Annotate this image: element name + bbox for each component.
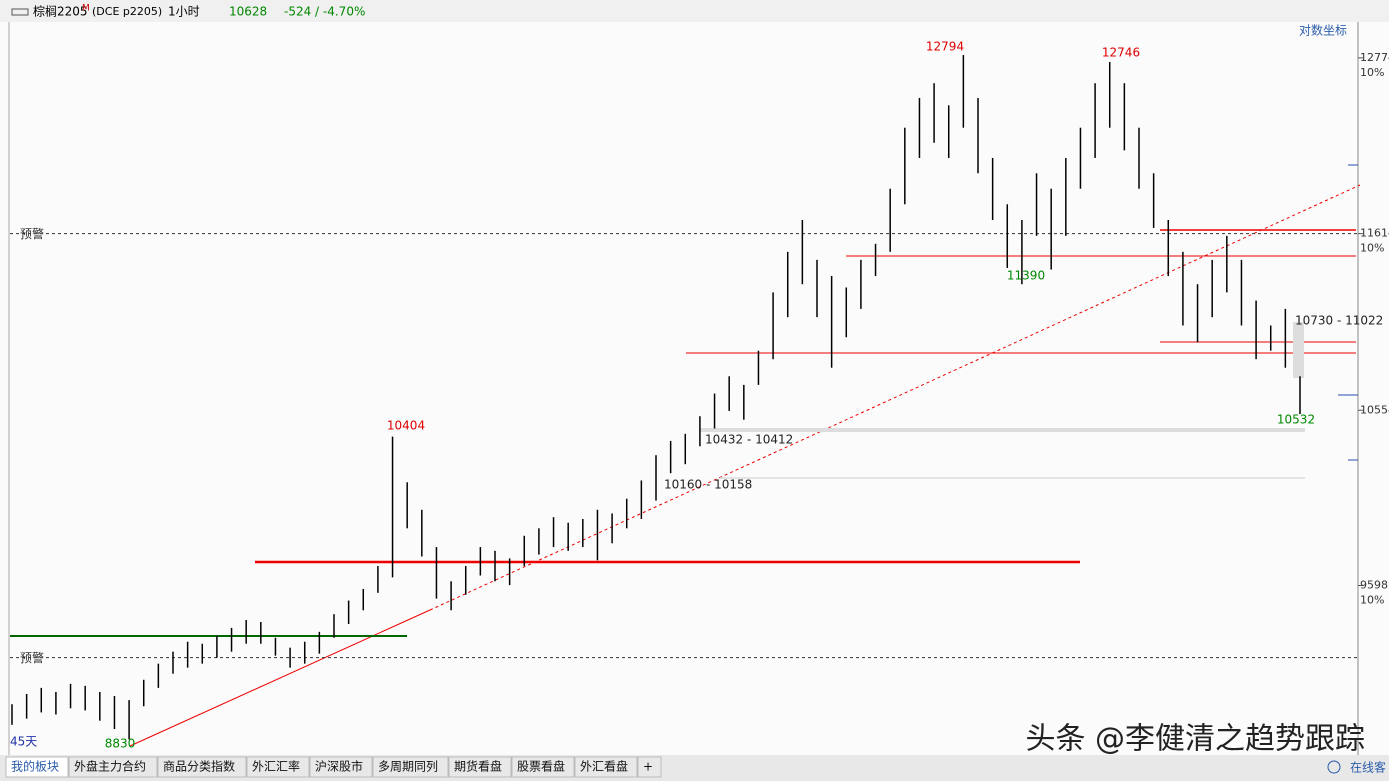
annotation: 8830 xyxy=(105,737,136,751)
annotation: 12794 xyxy=(926,40,964,54)
tab-label[interactable]: 沪深股市 xyxy=(315,759,363,774)
tab-label[interactable]: 外盘主力合约 xyxy=(74,759,146,774)
annotation: 10730 - 11022 xyxy=(1295,314,1383,328)
watermark: 头条 @李健清之趋势跟踪 xyxy=(1025,722,1365,757)
gap-zone xyxy=(1293,322,1304,378)
tab[interactable] xyxy=(448,756,512,778)
annotation: 45天 xyxy=(10,735,37,749)
tab[interactable] xyxy=(372,756,449,778)
tab-label[interactable]: 我的板块 xyxy=(11,759,59,774)
last-price: 10628 xyxy=(229,5,267,19)
tab[interactable] xyxy=(68,756,158,778)
y-tick-note: 10% xyxy=(1360,593,1384,606)
tab[interactable] xyxy=(511,756,575,778)
tab-label[interactable]: + xyxy=(643,760,653,774)
annotation: 10404 xyxy=(387,419,425,433)
annotation: 12746 xyxy=(1102,46,1140,60)
y-tick-label: 12774 xyxy=(1360,51,1389,64)
trend-line-extension xyxy=(429,184,1361,611)
status[interactable]: 在线客 xyxy=(1350,760,1386,775)
chart-area xyxy=(0,22,1389,755)
y-tick-note: 10% xyxy=(1360,66,1384,79)
y-tick-label: 11614 xyxy=(1360,227,1389,240)
y-tick-note: 10% xyxy=(1360,242,1384,255)
tab[interactable] xyxy=(637,756,662,778)
toolbar xyxy=(0,0,1389,22)
period[interactable]: 1小时 xyxy=(168,5,200,19)
axis-markers xyxy=(1338,164,1358,461)
tab[interactable] xyxy=(157,756,247,778)
annotation: 10432 - 10412 xyxy=(705,433,793,447)
tab-label[interactable]: 商品分类指数 xyxy=(163,759,235,774)
annotation: 11390 xyxy=(1007,269,1045,283)
annotation: 10532 xyxy=(1277,413,1315,427)
y-tick-label: 10554 xyxy=(1360,403,1389,416)
tab[interactable] xyxy=(309,756,373,778)
tab-label[interactable]: 多周期同列 xyxy=(378,760,438,774)
alert-label: 预警 xyxy=(20,650,44,665)
alert-label: 预警 xyxy=(20,226,44,241)
scale-toggle[interactable]: 对数坐标 xyxy=(1299,23,1347,38)
symbol-code: (DCE p2205) xyxy=(92,5,162,18)
tab-label[interactable]: 期货看盘 xyxy=(454,759,502,774)
trend-line xyxy=(129,609,431,747)
toolbar-icon[interactable] xyxy=(11,8,29,16)
y-tick-label: 9598 xyxy=(1360,578,1388,591)
tab-label[interactable]: 外汇汇率 xyxy=(252,759,300,774)
tab-label[interactable]: 股票看盘 xyxy=(517,759,565,774)
tab[interactable] xyxy=(246,756,310,778)
symbol-mark: M xyxy=(82,4,90,14)
tab[interactable] xyxy=(5,756,69,778)
tab[interactable] xyxy=(574,756,638,778)
tab-label[interactable]: 外汇看盘 xyxy=(580,759,628,774)
status-icon xyxy=(1327,760,1341,774)
symbol[interactable]: 棕榈2205 xyxy=(33,4,88,19)
annotation: 10160 - 10158 xyxy=(664,478,752,492)
price-change: -524 / -4.70% xyxy=(284,5,365,19)
